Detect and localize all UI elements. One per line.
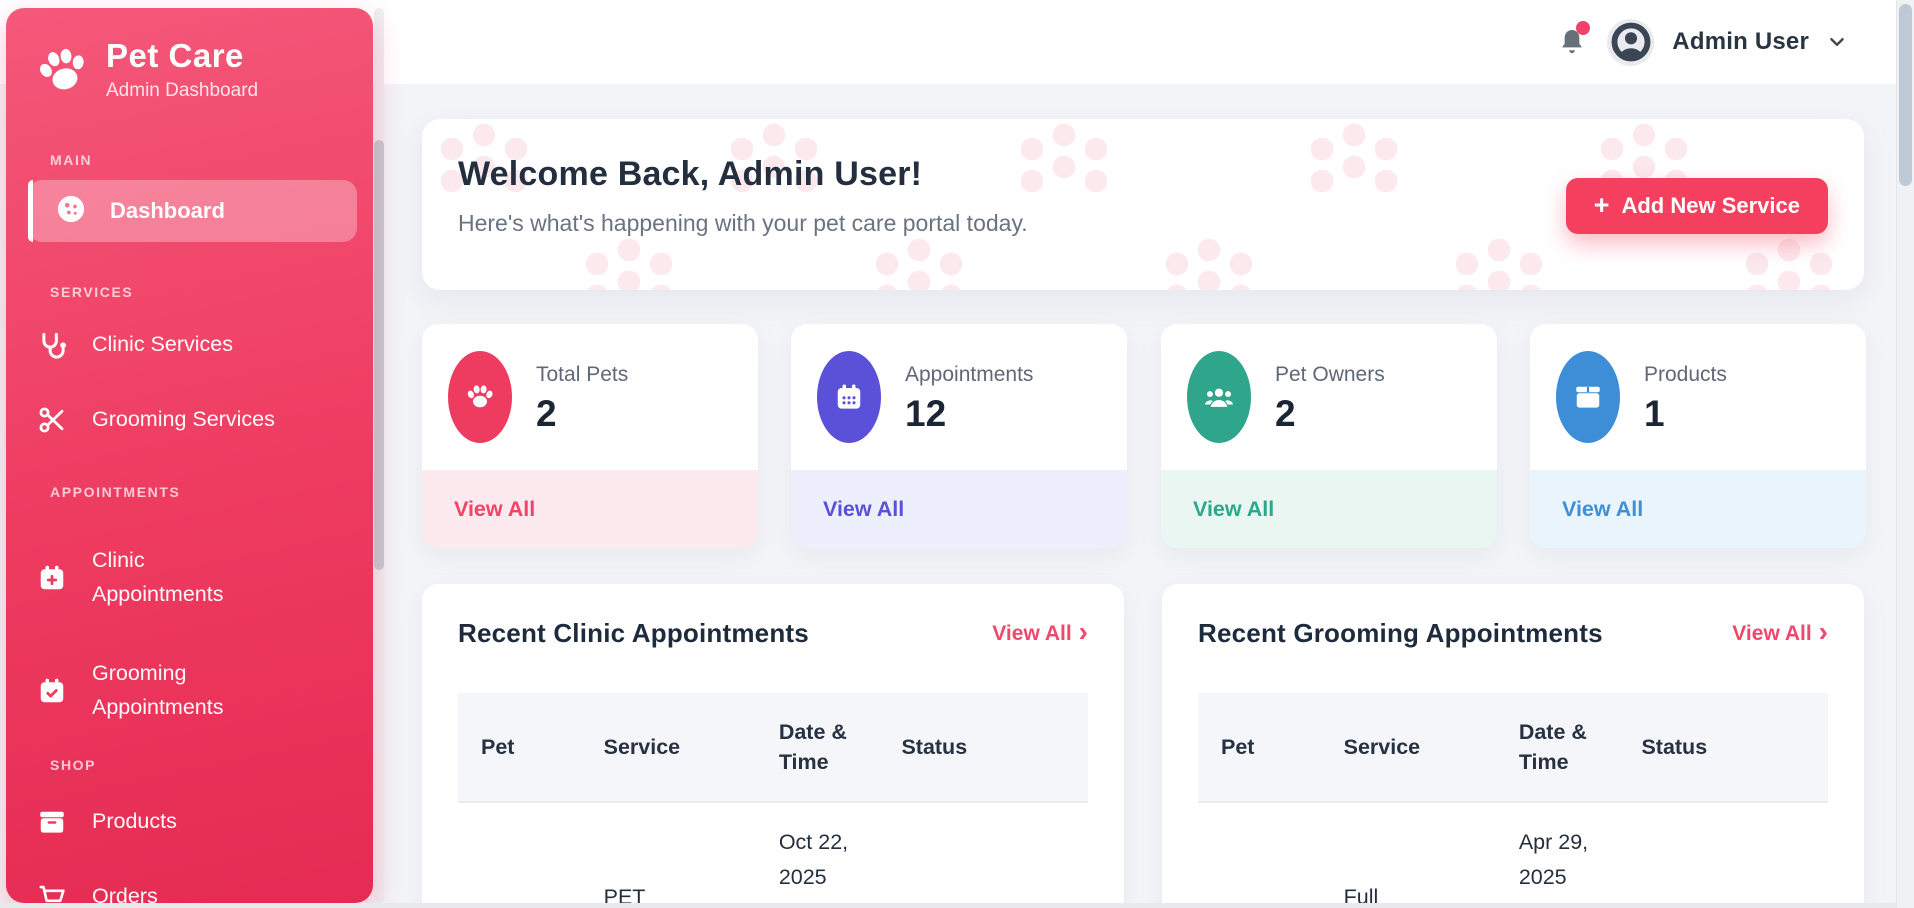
view-all-link-pet-owners[interactable]: View All xyxy=(1161,470,1497,548)
cell-status xyxy=(901,803,1065,908)
header-right-group: Admin User xyxy=(1555,0,1847,84)
column-header-pet: Pet xyxy=(1221,734,1255,759)
app-subtitle: Admin Dashboard xyxy=(106,80,259,102)
section-label-shop: SHOP xyxy=(50,757,97,773)
add-new-service-button[interactable]: + Add New Service xyxy=(1565,178,1828,234)
page-scrollbar-thumb[interactable] xyxy=(1899,4,1912,186)
calendar-plus-icon xyxy=(36,563,68,593)
sidebar-item-dashboard[interactable]: Dashboard xyxy=(28,180,357,242)
column-header-service: Service xyxy=(603,734,681,759)
stat-label: Products xyxy=(1644,362,1727,386)
sidebar-item-grooming-appointments[interactable]: Grooming Appointments xyxy=(36,641,277,741)
table-title: Recent Grooming Appointments xyxy=(1198,618,1603,648)
users-icon xyxy=(1187,351,1251,443)
stat-card-products: Products 1 View All xyxy=(1530,324,1866,548)
paw-icon xyxy=(448,351,512,443)
stat-value: 2 xyxy=(1275,392,1296,434)
sidebar-item-clinic-appointments[interactable]: Clinic Appointments xyxy=(36,528,277,628)
cell-pet xyxy=(481,803,604,908)
column-header-status: Status xyxy=(1641,734,1708,759)
window-bottom-edge xyxy=(0,903,1897,908)
avatar[interactable] xyxy=(1607,18,1655,66)
stat-value: 2 xyxy=(536,392,557,434)
cell-date-time: Apr 29, 2025 xyxy=(1518,830,1589,890)
stat-card-total-pets: Total Pets 2 View All xyxy=(422,324,758,548)
welcome-banner: Welcome Back, Admin User! Here's what's … xyxy=(422,119,1864,290)
dashboard-icon xyxy=(56,194,86,229)
stat-value: 12 xyxy=(905,392,947,434)
sidebar-item-label: Clinic Appointments xyxy=(92,548,224,606)
sidebar-item-label: Grooming Appointments xyxy=(92,661,224,719)
section-label-main: MAIN xyxy=(50,152,93,168)
notifications-button[interactable] xyxy=(1555,21,1591,61)
stat-label: Appointments xyxy=(905,362,1034,386)
app-title: Pet Care xyxy=(106,37,244,74)
bell-icon xyxy=(1562,30,1583,54)
section-label-appointments: APPOINTMENTS xyxy=(50,484,181,500)
cell-date-time: Oct 22, 2025 xyxy=(778,830,849,890)
welcome-subtitle: Here's what's happening with your pet ca… xyxy=(458,210,1028,236)
calendar-icon xyxy=(817,351,881,443)
recent-grooming-appointments-card: Recent Grooming Appointments View All › … xyxy=(1162,584,1864,908)
box-icon xyxy=(1556,351,1620,443)
column-header-status: Status xyxy=(901,734,968,759)
stat-value: 1 xyxy=(1644,392,1665,434)
view-all-link-total-pets[interactable]: View All xyxy=(422,470,758,548)
welcome-title: Welcome Back, Admin User! xyxy=(458,155,923,193)
section-label-services: SERVICES xyxy=(50,284,134,300)
stat-label: Total Pets xyxy=(536,362,629,386)
sidebar-item-grooming-services[interactable]: Grooming Services xyxy=(36,395,275,445)
app-logo: Pet Care Admin Dashboard xyxy=(36,37,259,102)
column-header-pet: Pet xyxy=(481,734,515,759)
table-title: Recent Clinic Appointments xyxy=(458,618,809,648)
scissors-icon xyxy=(36,405,68,435)
view-all-link-clinic-table[interactable]: View All › xyxy=(992,616,1088,647)
person-circle-icon xyxy=(1611,22,1651,62)
plus-icon: + xyxy=(1593,189,1610,220)
page-scrollbar-track[interactable] xyxy=(1896,0,1914,908)
add-new-service-label: Add New Service xyxy=(1621,193,1800,218)
cell-status xyxy=(1641,803,1805,908)
cart-icon xyxy=(36,882,68,903)
table-row: PET Oct 22, 2025 xyxy=(458,803,1088,908)
chevron-down-icon[interactable] xyxy=(1827,32,1847,52)
column-header-service: Service xyxy=(1343,734,1421,759)
view-all-link-products[interactable]: View All xyxy=(1530,470,1866,548)
box-icon xyxy=(36,807,68,837)
user-menu-name[interactable]: Admin User xyxy=(1672,28,1809,55)
table-row: Full Apr 29, 2025 xyxy=(1198,803,1828,908)
cell-service: PET xyxy=(603,885,646,908)
view-all-link-appointments[interactable]: View All xyxy=(791,470,1127,548)
chevron-right-icon: › xyxy=(1818,616,1828,647)
table-header-row: Pet Service Date & Time Status xyxy=(1198,693,1828,803)
cell-pet xyxy=(1221,803,1344,908)
sidebar-scrollbar-thumb[interactable] xyxy=(374,140,384,570)
sidebar-item-products[interactable]: Products xyxy=(36,797,177,847)
stat-card-pet-owners: Pet Owners 2 View All xyxy=(1161,324,1497,548)
sidebar-item-label: Products xyxy=(92,809,177,834)
column-header-date-time: Date & Time xyxy=(1518,719,1587,774)
table-header-row: Pet Service Date & Time Status xyxy=(458,693,1088,803)
view-all-link-grooming-table[interactable]: View All › xyxy=(1732,616,1828,647)
notification-badge xyxy=(1576,21,1591,35)
chevron-right-icon: › xyxy=(1078,616,1088,647)
sidebar-item-label: Dashboard xyxy=(110,198,225,223)
sidebar-item-orders[interactable]: Orders xyxy=(36,872,158,903)
sidebar-item-label: Clinic Services xyxy=(92,332,233,357)
recent-clinic-appointments-card: Recent Clinic Appointments View All › Pe… xyxy=(422,584,1124,908)
stat-card-appointments: Appointments 12 View All xyxy=(791,324,1127,548)
stethoscope-icon xyxy=(36,330,68,360)
calendar-check-icon xyxy=(36,676,68,706)
sidebar-item-label: Grooming Services xyxy=(92,407,275,432)
cell-service: Full xyxy=(1343,885,1379,908)
paw-icon xyxy=(39,48,84,90)
sidebar-item-clinic-services[interactable]: Clinic Services xyxy=(36,320,233,370)
sidebar: Pet Care Admin Dashboard MAIN Dashboard … xyxy=(6,8,373,903)
stat-label: Pet Owners xyxy=(1275,362,1385,386)
sidebar-item-label: Orders xyxy=(92,884,158,903)
column-header-date-time: Date & Time xyxy=(778,719,847,774)
